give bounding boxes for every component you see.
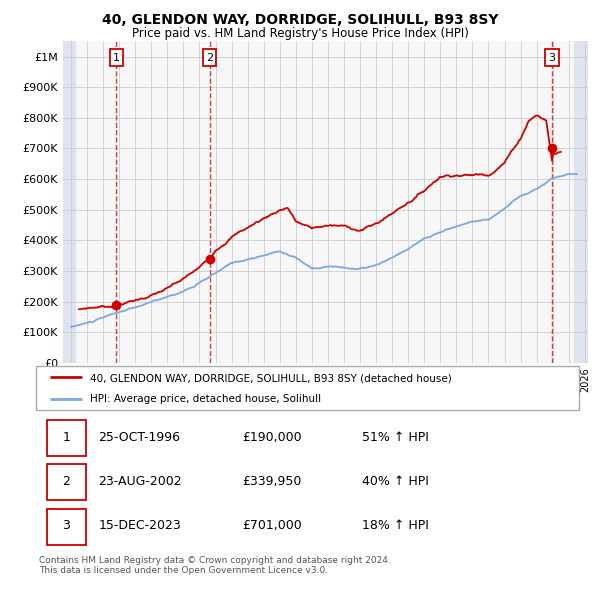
Text: 23-AUG-2002: 23-AUG-2002 (98, 475, 182, 488)
Text: Price paid vs. HM Land Registry's House Price Index (HPI): Price paid vs. HM Land Registry's House … (131, 27, 469, 40)
Text: HPI: Average price, detached house, Solihull: HPI: Average price, detached house, Soli… (91, 395, 322, 404)
Text: 3: 3 (548, 53, 556, 63)
Text: 1: 1 (62, 431, 70, 444)
Text: 3: 3 (62, 520, 70, 533)
Text: 40% ↑ HPI: 40% ↑ HPI (362, 475, 428, 488)
Text: 40, GLENDON WAY, DORRIDGE, SOLIHULL, B93 8SY: 40, GLENDON WAY, DORRIDGE, SOLIHULL, B93… (102, 13, 498, 27)
Text: £190,000: £190,000 (242, 431, 302, 444)
FancyBboxPatch shape (36, 366, 579, 410)
Text: 2: 2 (206, 53, 214, 63)
FancyBboxPatch shape (47, 420, 86, 456)
Text: Contains HM Land Registry data © Crown copyright and database right 2024.
This d: Contains HM Land Registry data © Crown c… (39, 556, 391, 575)
Text: £701,000: £701,000 (242, 520, 302, 533)
FancyBboxPatch shape (47, 509, 86, 545)
Text: 18% ↑ HPI: 18% ↑ HPI (362, 520, 428, 533)
Text: 1: 1 (113, 53, 120, 63)
Text: 51% ↑ HPI: 51% ↑ HPI (362, 431, 428, 444)
Text: £339,950: £339,950 (242, 475, 302, 488)
Text: 2: 2 (62, 475, 70, 488)
Text: 15-DEC-2023: 15-DEC-2023 (98, 520, 181, 533)
Text: 40, GLENDON WAY, DORRIDGE, SOLIHULL, B93 8SY (detached house): 40, GLENDON WAY, DORRIDGE, SOLIHULL, B93… (91, 373, 452, 383)
FancyBboxPatch shape (47, 464, 86, 500)
Text: 25-OCT-1996: 25-OCT-1996 (98, 431, 181, 444)
Bar (63, 41, 76, 363)
Bar (574, 41, 588, 363)
